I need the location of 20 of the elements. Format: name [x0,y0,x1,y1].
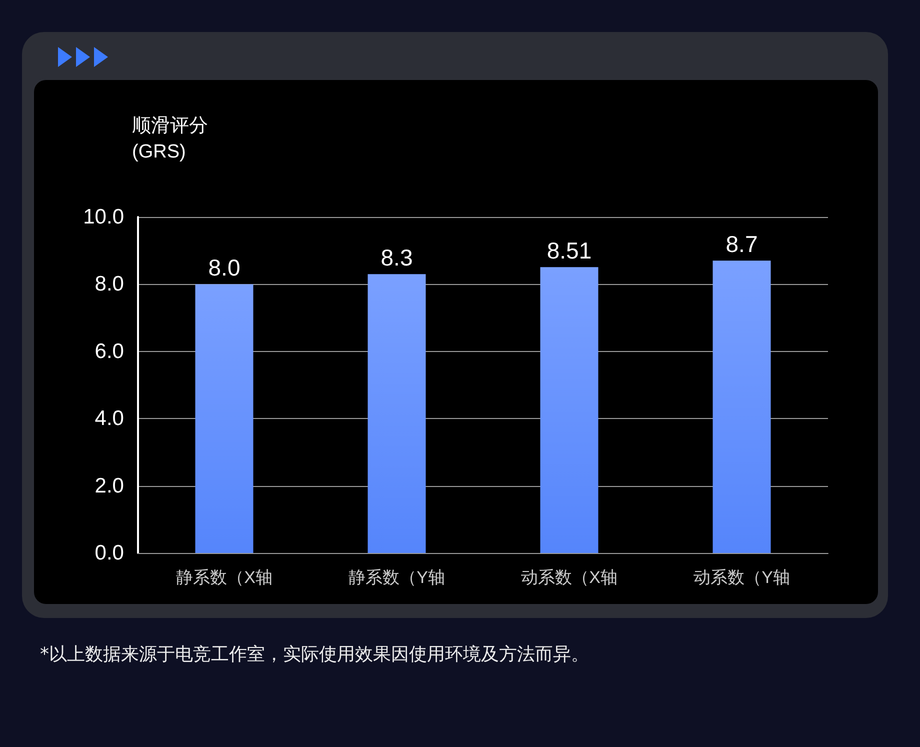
y-tick-label: 6.0 [94,340,124,363]
bar [195,284,254,553]
x-tick-label: 静系数（X轴 [176,568,272,587]
text: *以上数据来源于电竞工作室，实际使用效果因使用环境及方法而异。 [40,643,589,666]
data-label: 8.0 [208,254,240,281]
x-tick-label: 动系数（X轴 [521,568,618,587]
data-label: 8.3 [380,244,413,271]
y-tick-label: 2.0 [94,474,124,498]
y-tick-label: 8.0 [94,272,124,296]
bar [712,260,771,553]
y-tick-label: 10.0 [83,206,124,228]
bar [368,274,426,553]
data-label: 8.51 [546,238,592,264]
y-tick-label: 4.0 [94,407,124,430]
y-axis-title: 顺滑评分 (GRS) [132,116,208,162]
bar [540,267,598,553]
data-label: 8.7 [726,231,758,258]
x-tick-label: 动系数（Y轴 [694,568,790,587]
y-tick-label: 0.0 [94,542,124,564]
x-tick-label: 静系数（Y轴 [348,568,445,587]
